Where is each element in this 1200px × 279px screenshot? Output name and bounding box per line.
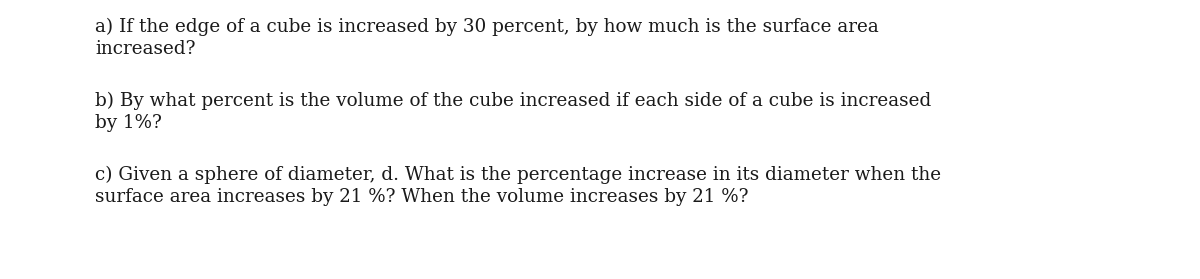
Text: a) If the edge of a cube is increased by 30 percent, by how much is the surface : a) If the edge of a cube is increased by… (95, 18, 878, 36)
Text: by 1%?: by 1%? (95, 114, 162, 132)
Text: b) By what percent is the volume of the cube increased if each side of a cube is: b) By what percent is the volume of the … (95, 92, 931, 110)
Text: increased?: increased? (95, 40, 196, 58)
Text: c) Given a sphere of diameter, d. What is the percentage increase in its diamete: c) Given a sphere of diameter, d. What i… (95, 166, 941, 184)
Text: surface area increases by 21 %? When the volume increases by 21 %?: surface area increases by 21 %? When the… (95, 188, 749, 206)
